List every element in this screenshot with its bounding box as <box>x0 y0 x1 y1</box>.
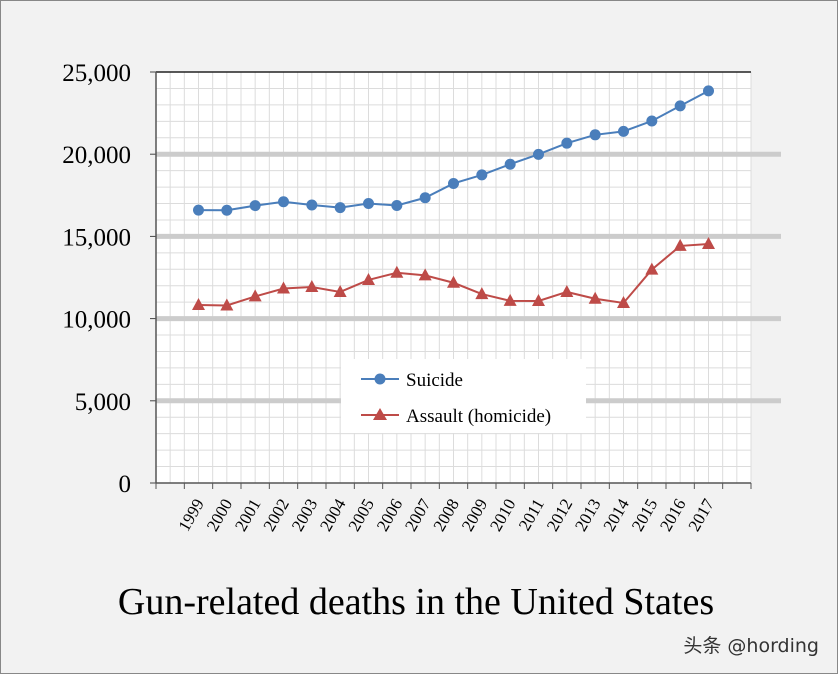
data-point-suicide <box>561 137 573 149</box>
data-point-assault <box>617 295 630 308</box>
data-point-suicide <box>533 148 544 160</box>
x-tick-label: 1999 <box>175 496 208 535</box>
legend: Suicide Assault (homicide) <box>341 359 586 433</box>
data-point-assault <box>645 262 659 275</box>
legend-suicide-marker <box>374 373 386 385</box>
data-point-suicide <box>334 202 346 214</box>
data-point-suicide <box>504 158 516 170</box>
data-point-assault <box>277 281 290 294</box>
data-point-suicide <box>249 200 261 212</box>
x-tick-label: 2017 <box>685 495 719 534</box>
y-tick-label: 0 <box>119 471 132 498</box>
x-tick-label: 2006 <box>373 496 406 535</box>
data-point-suicide <box>448 177 459 189</box>
x-tick-label: 2007 <box>401 495 435 534</box>
data-point-assault <box>560 284 574 297</box>
x-tick-label: 2011 <box>515 496 548 534</box>
y-tick-label: 20,000 <box>62 142 131 169</box>
data-point-assault <box>503 293 517 306</box>
x-tick-label: 2013 <box>571 496 604 535</box>
x-tick-label: 2012 <box>543 496 576 535</box>
data-point-suicide <box>589 129 601 141</box>
y-tick-label: 5,000 <box>75 389 131 416</box>
legend-assault-marker <box>373 408 387 420</box>
data-point-assault <box>447 275 460 288</box>
legend-suicide-label: Suicide <box>406 370 463 391</box>
y-tick-label: 15,000 <box>62 224 131 251</box>
legend-assault-label: Assault (homicide) <box>406 406 551 427</box>
data-point-suicide <box>278 196 289 208</box>
watermark: 头条 @hording <box>683 635 819 657</box>
data-point-suicide <box>674 100 686 112</box>
data-point-suicide <box>618 125 629 137</box>
data-point-assault <box>192 297 205 310</box>
data-point-assault <box>305 280 319 293</box>
data-point-assault <box>673 238 687 251</box>
data-point-assault <box>248 289 262 302</box>
data-point-assault <box>702 236 715 249</box>
data-point-suicide <box>419 192 431 204</box>
data-point-suicide <box>476 169 488 181</box>
y-tick-label: 25,000 <box>62 60 131 87</box>
data-point-suicide <box>363 198 374 210</box>
x-tick-label: 2003 <box>288 496 321 535</box>
y-tick-label: 10,000 <box>62 307 131 334</box>
x-tick-label: 2016 <box>656 496 689 535</box>
data-point-assault <box>390 265 404 278</box>
x-tick-label: 2005 <box>345 496 378 535</box>
data-point-assault <box>532 294 545 307</box>
x-tick-label: 2009 <box>458 496 491 535</box>
x-tick-label: 2000 <box>203 496 236 535</box>
data-point-assault <box>418 268 432 281</box>
data-point-assault <box>333 284 347 297</box>
data-point-assault <box>362 272 375 285</box>
data-point-assault <box>588 291 602 304</box>
data-point-suicide <box>391 199 403 211</box>
data-point-suicide <box>221 204 233 216</box>
chart-title: Gun-related deaths in the United States <box>118 581 714 623</box>
x-tick-label: 2004 <box>316 495 350 534</box>
x-tick-label: 2014 <box>600 495 634 534</box>
data-point-assault <box>220 298 234 311</box>
x-tick-label: 2002 <box>260 496 293 535</box>
data-point-assault <box>475 287 489 300</box>
data-point-suicide <box>306 199 318 211</box>
x-tick-label: 2001 <box>231 496 264 535</box>
data-point-suicide <box>193 204 204 216</box>
legend-box <box>341 359 586 433</box>
x-tick-label: 2015 <box>628 496 661 535</box>
x-tick-label: 2008 <box>430 496 463 535</box>
data-point-suicide <box>703 85 714 97</box>
data-point-suicide <box>646 115 658 127</box>
x-tick-label: 2010 <box>486 496 519 535</box>
